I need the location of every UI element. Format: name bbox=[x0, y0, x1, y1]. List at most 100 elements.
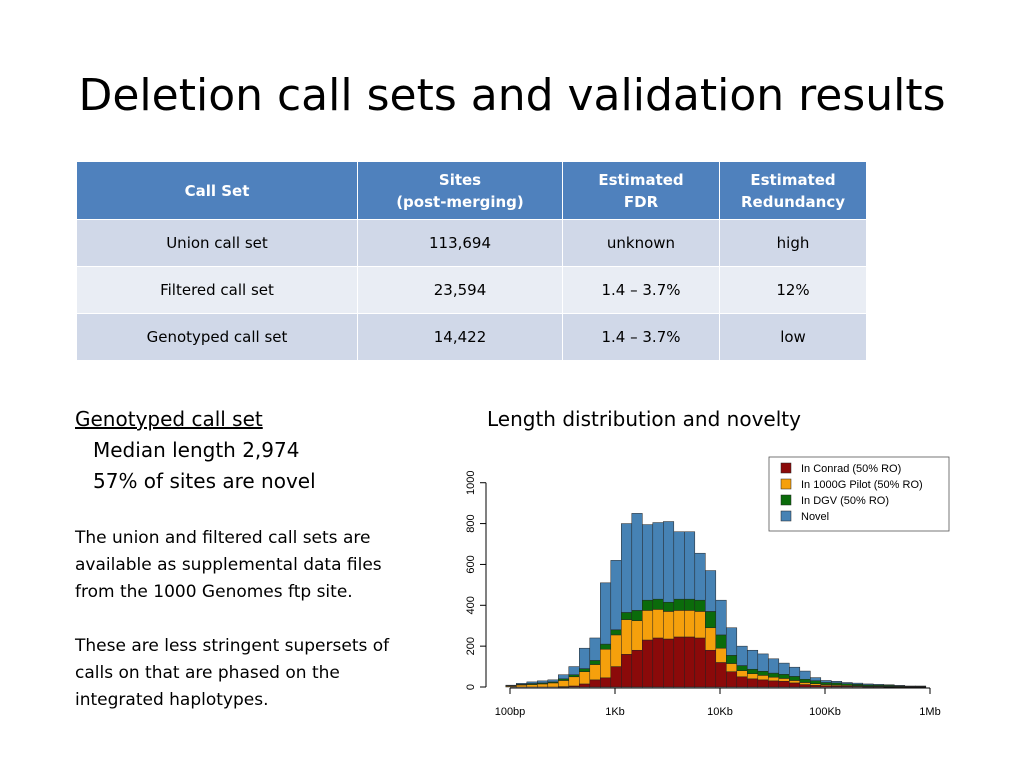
supersets-paragraph: These are less stringent supersets of ca… bbox=[75, 636, 390, 710]
bar-segment bbox=[600, 643, 612, 650]
y-tick-label: 600 bbox=[465, 555, 477, 573]
cell-redundancy: 12% bbox=[719, 266, 867, 314]
bar-segment bbox=[673, 610, 685, 638]
bar-segment bbox=[537, 680, 549, 684]
bar-segment bbox=[631, 649, 643, 688]
legend-swatch bbox=[780, 510, 792, 522]
legend-swatch bbox=[780, 478, 792, 490]
bar-segment bbox=[600, 582, 612, 645]
bar-segment bbox=[568, 674, 580, 678]
bar-segment bbox=[747, 678, 759, 688]
bar-segment bbox=[631, 610, 643, 621]
bar-segment bbox=[757, 653, 769, 672]
bar-segment bbox=[579, 671, 591, 685]
cell-sites: 23,594 bbox=[357, 266, 563, 314]
chart-legend: In Conrad (50% RO) In 1000G Pilot (50% RO… bbox=[768, 456, 950, 532]
y-tick-label: 200 bbox=[465, 637, 477, 655]
bar-segment bbox=[526, 681, 538, 684]
y-tick-label: 800 bbox=[465, 514, 477, 532]
bar-segment bbox=[726, 627, 738, 656]
bar-segment bbox=[789, 666, 801, 677]
bar-segment bbox=[757, 675, 769, 681]
bar-segment bbox=[757, 679, 769, 688]
bar-segment bbox=[862, 683, 874, 686]
bar-segment bbox=[768, 676, 780, 682]
bar-segment bbox=[799, 684, 811, 688]
bar-segment bbox=[799, 670, 811, 680]
header-sites: Sites (post-merging) bbox=[357, 161, 563, 220]
bar-segment bbox=[768, 680, 780, 688]
table-row: Filtered call set 23,594 1.4 – 3.7% 12% bbox=[76, 266, 867, 314]
bar-segment bbox=[652, 522, 664, 600]
bar-segment bbox=[568, 666, 580, 675]
novel-percent-text: 57% of sites are novel bbox=[93, 469, 316, 493]
bar-segment bbox=[652, 637, 664, 688]
bar-segment bbox=[705, 627, 717, 651]
bar-segment bbox=[831, 682, 843, 686]
bar-segment bbox=[663, 601, 675, 612]
bar-segment bbox=[684, 598, 696, 611]
bar-segment bbox=[579, 683, 591, 688]
bar-segment bbox=[558, 674, 570, 680]
bar-segment bbox=[589, 664, 601, 681]
header-redundancy: Estimated Redundancy bbox=[719, 161, 867, 220]
bar-segment bbox=[631, 620, 643, 651]
bar-segment bbox=[820, 680, 832, 683]
chart-title: Length distribution and novelty bbox=[487, 407, 801, 431]
bar-segment bbox=[831, 681, 843, 684]
bar-segment bbox=[673, 636, 685, 688]
bar-segment bbox=[841, 682, 853, 684]
bar-segment bbox=[505, 684, 517, 687]
bar-segment bbox=[799, 678, 811, 683]
table-row: Union call set 113,694 unknown high bbox=[76, 219, 867, 267]
bar-segment bbox=[820, 682, 832, 685]
bar-segment bbox=[852, 682, 864, 685]
bar-segment bbox=[558, 680, 570, 687]
bar-segment bbox=[726, 663, 738, 672]
bar-segment bbox=[579, 668, 591, 672]
cell-call-set: Union call set bbox=[76, 219, 358, 267]
cell-fdr: 1.4 – 3.7% bbox=[562, 266, 720, 314]
bar-segment bbox=[873, 684, 885, 686]
legend-swatch bbox=[780, 494, 792, 506]
bar-segment bbox=[663, 611, 675, 640]
bar-segment bbox=[663, 638, 675, 688]
header-call-set: Call Set bbox=[76, 161, 358, 220]
bar-segment bbox=[547, 682, 559, 688]
x-tick-label: 1Kb bbox=[605, 706, 625, 718]
legend-box bbox=[768, 456, 950, 532]
notes-heading: Genotyped call set bbox=[75, 407, 263, 431]
bar-segment bbox=[715, 634, 727, 649]
call-sets-table: Call Set Sites (post-merging) Estimated FD… bbox=[76, 161, 867, 361]
bar-segment bbox=[631, 513, 643, 611]
bar-segment bbox=[610, 629, 622, 636]
bar-segment bbox=[621, 523, 633, 613]
x-tick-label: 100bp bbox=[495, 706, 526, 718]
bar-segment bbox=[610, 634, 622, 667]
table-row: Genotyped call set 14,422 1.4 – 3.7% low bbox=[76, 313, 867, 361]
availability-paragraph: The union and filtered call sets are ava… bbox=[75, 528, 382, 602]
bar-segment bbox=[789, 676, 801, 681]
bar-segment bbox=[673, 598, 685, 611]
bar-segment bbox=[715, 599, 727, 636]
bar-segment bbox=[652, 598, 664, 610]
bar-segment bbox=[526, 684, 538, 688]
bar-segment bbox=[810, 680, 822, 684]
bar-segment bbox=[810, 677, 822, 681]
bar-segment bbox=[642, 639, 654, 688]
median-length-text: Median length 2,974 bbox=[93, 438, 300, 462]
bar-segment bbox=[715, 647, 727, 663]
bar-segment bbox=[589, 637, 601, 661]
bar-segment bbox=[715, 662, 727, 688]
bar-segment bbox=[736, 665, 748, 671]
y-tick-label: 0 bbox=[465, 684, 477, 690]
bar-segment bbox=[673, 531, 685, 600]
bar-segment bbox=[747, 673, 759, 680]
bar-segment bbox=[547, 679, 559, 683]
bar-segment bbox=[747, 649, 759, 670]
bar-segment bbox=[778, 681, 790, 688]
legend-swatch bbox=[780, 462, 792, 474]
cell-fdr: 1.4 – 3.7% bbox=[562, 313, 720, 361]
bar-segment bbox=[705, 570, 717, 612]
bar-segment bbox=[621, 619, 633, 655]
